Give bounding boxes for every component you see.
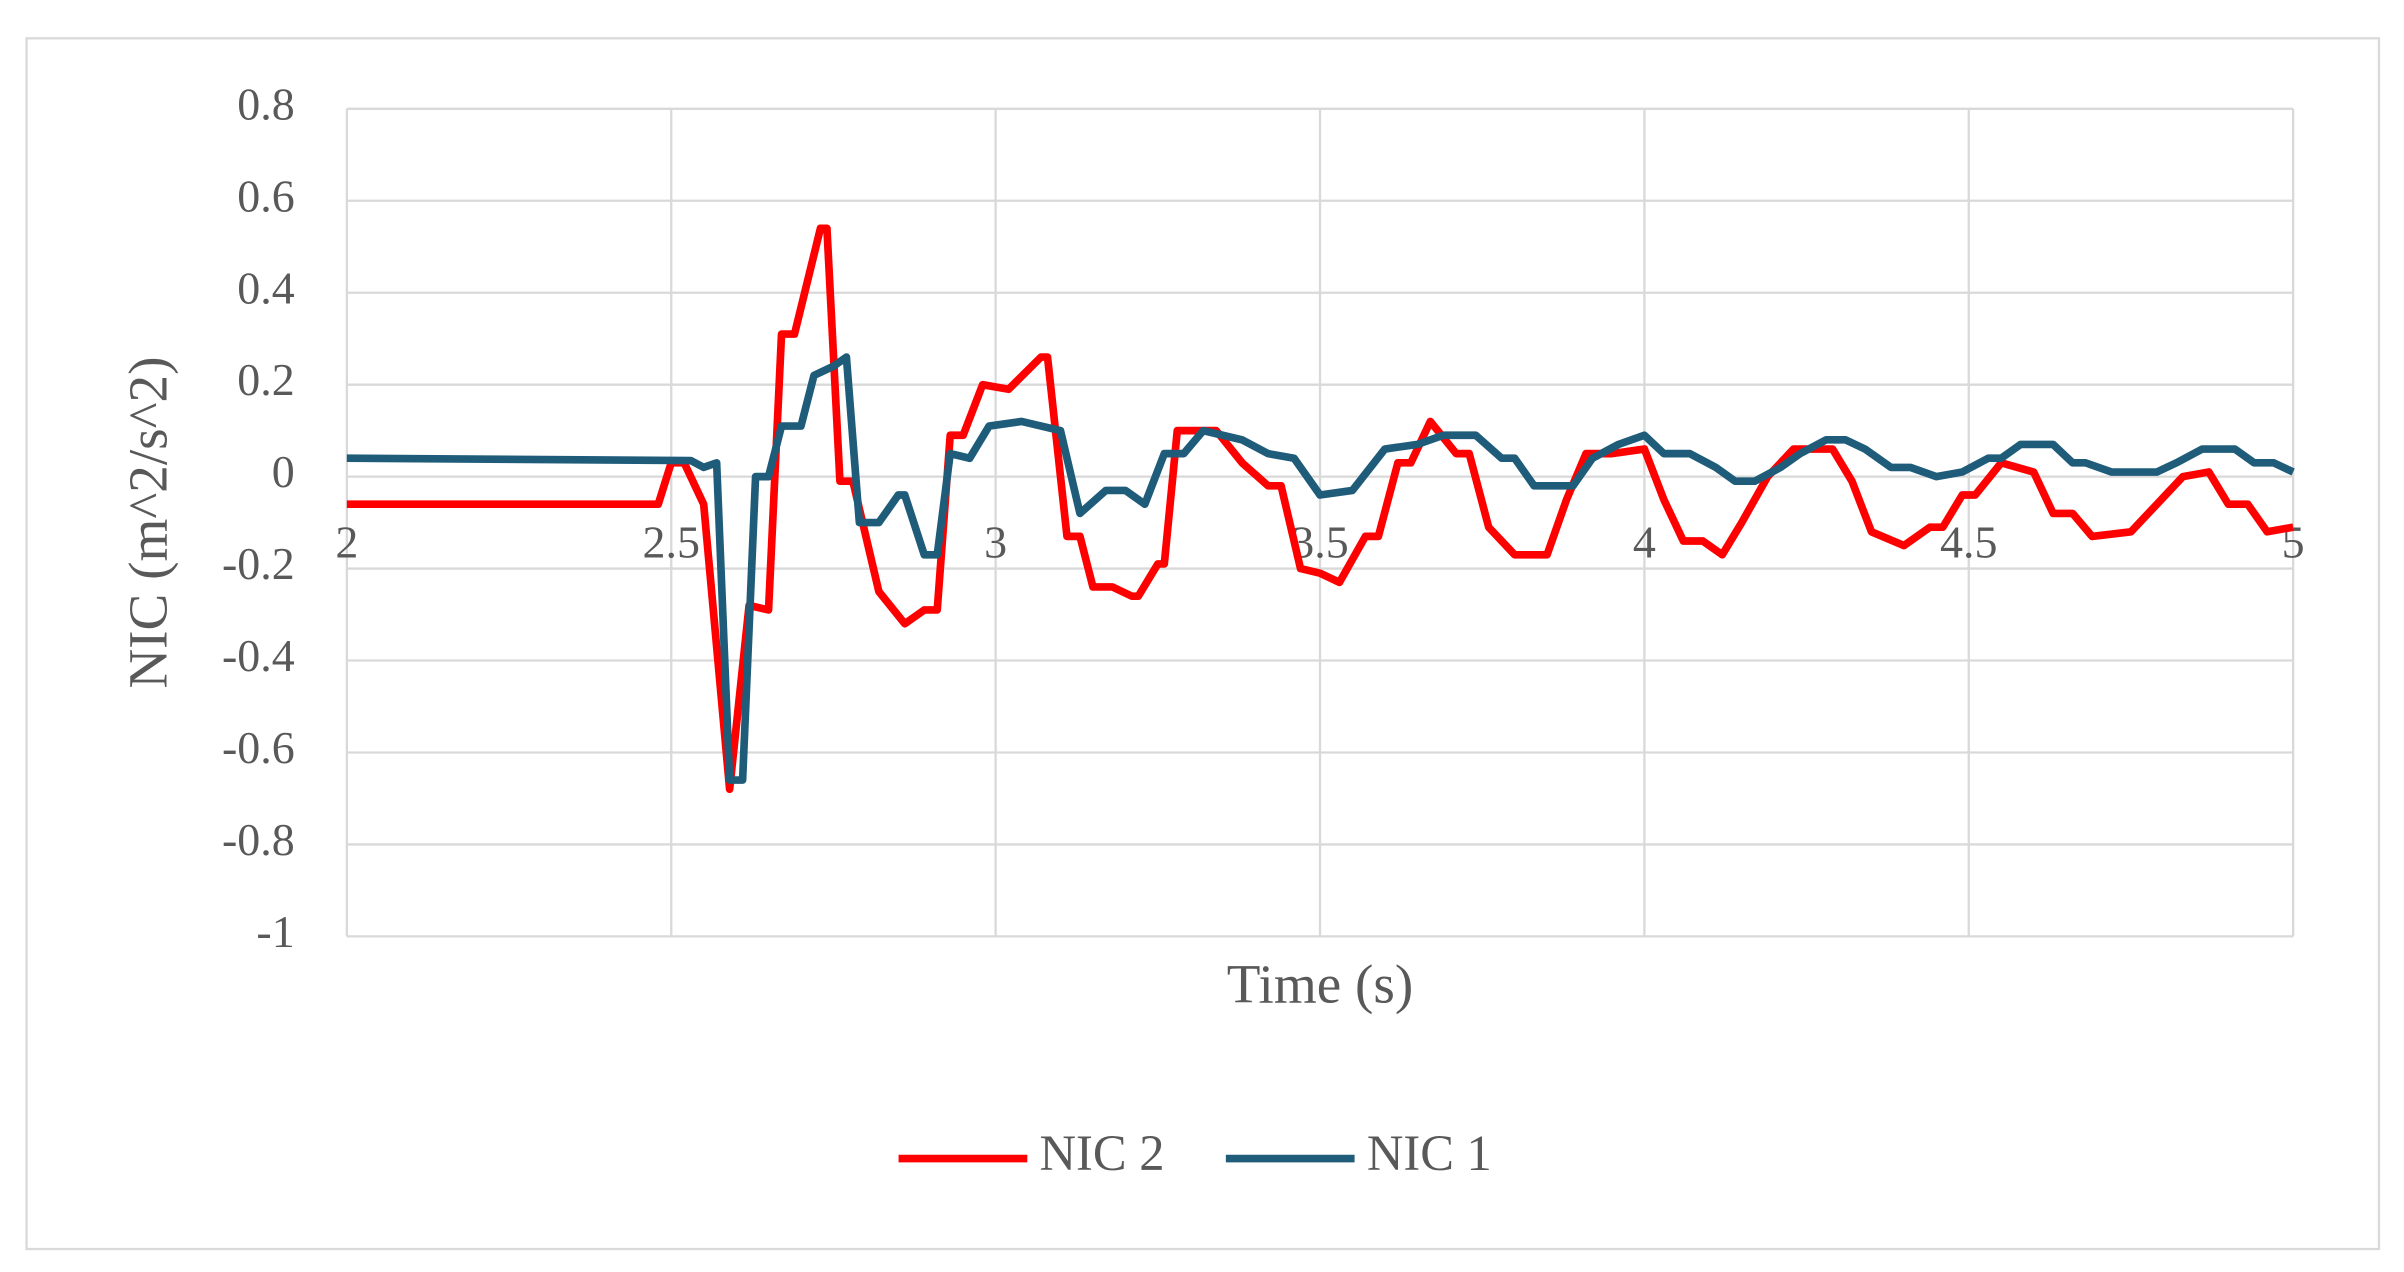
y-tick-label: -0.6 [222, 722, 295, 773]
y-tick-label: -0.2 [222, 538, 295, 589]
legend-label: NIC 1 [1367, 1125, 1492, 1181]
x-tick-label: 4.5 [1940, 517, 1997, 568]
x-tick-label: 2 [335, 517, 358, 568]
x-tick-label: 2.5 [642, 517, 699, 568]
y-tick-label: 0.4 [237, 262, 294, 313]
y-tick-label: 0.8 [237, 78, 294, 129]
x-axis-label: Time (s) [1227, 954, 1413, 1015]
y-tick-label: -0.8 [222, 814, 295, 865]
legend-label: NIC 2 [1040, 1125, 1165, 1181]
x-tick-label: 3 [984, 517, 1007, 568]
y-tick-label: -0.4 [222, 630, 295, 681]
x-tick-label: 5 [2282, 517, 2305, 568]
chart-frame [25, 37, 2381, 1251]
series-line [346, 224, 2294, 794]
y-tick-label: 0.6 [237, 170, 294, 221]
x-tick-label: 4 [1633, 517, 1656, 568]
y-tick-label: 0 [272, 446, 295, 497]
series-line [346, 353, 2295, 784]
y-tick-label: -1 [256, 906, 294, 957]
y-axis-label: NIC (m^2/s^2) [117, 357, 178, 689]
y-tick-label: 0.2 [237, 354, 294, 405]
